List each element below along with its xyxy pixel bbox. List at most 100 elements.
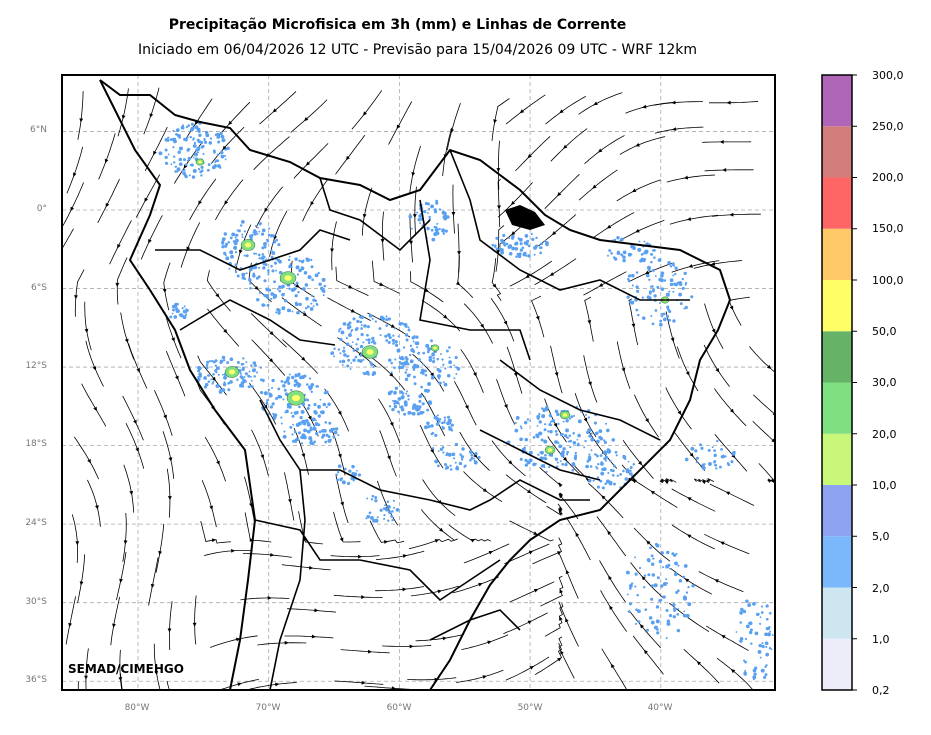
- rain-speck: [214, 369, 218, 373]
- rain-speck: [367, 338, 371, 342]
- rain-speck: [628, 602, 633, 606]
- rain-speck: [708, 461, 712, 466]
- streamline: [530, 295, 545, 338]
- streamline-arrow: [238, 249, 243, 255]
- country-border: [254, 519, 360, 561]
- streamline: [550, 128, 588, 162]
- rain-peak: [228, 369, 236, 375]
- streamline: [410, 585, 459, 597]
- rain-speck: [386, 500, 390, 504]
- rain-speck: [554, 440, 558, 444]
- rain-speck: [391, 518, 394, 522]
- rain-speck: [282, 434, 287, 439]
- rain-speck: [229, 357, 234, 362]
- rain-speck: [347, 358, 351, 362]
- streamline: [281, 564, 331, 571]
- rain-speck: [248, 267, 253, 272]
- rain-speck: [310, 382, 315, 387]
- rain-speck: [387, 333, 391, 337]
- streamline: [87, 479, 101, 527]
- rain-speck: [299, 416, 303, 420]
- rain-speck: [619, 472, 623, 476]
- rain-speck: [401, 397, 404, 400]
- rain-speck: [434, 228, 439, 233]
- rain-speck: [574, 458, 577, 461]
- rain-speck: [197, 375, 200, 379]
- rain-speck: [348, 469, 352, 473]
- rain-speck: [311, 278, 314, 282]
- rain-speck: [374, 320, 378, 323]
- rain-speck: [350, 362, 353, 364]
- rain-speck: [657, 258, 662, 263]
- rain-speck: [611, 438, 616, 442]
- streamline-arrow: [684, 578, 690, 583]
- rain-speck: [613, 482, 616, 486]
- streamline: [600, 590, 628, 632]
- rain-speck: [300, 442, 304, 445]
- streamline-arrow: [493, 119, 497, 124]
- rain-speck: [296, 410, 299, 414]
- rain-speck: [288, 264, 292, 267]
- rain-speck: [169, 138, 173, 141]
- rain-speck: [720, 455, 724, 459]
- country-border: [269, 469, 306, 690]
- rain-speck: [576, 443, 580, 447]
- country-border: [155, 229, 351, 271]
- rain-speck: [410, 412, 413, 415]
- streamline-arrow: [650, 490, 656, 495]
- rain-speck: [355, 343, 358, 346]
- rain-speck: [715, 467, 718, 470]
- streamline: [109, 220, 132, 265]
- streamline: [491, 258, 502, 302]
- rain-speck: [300, 435, 305, 440]
- rain-speck: [352, 349, 356, 352]
- rain-speck: [304, 283, 309, 287]
- streamline-arrow: [350, 308, 356, 313]
- rain-speck: [620, 237, 624, 242]
- streamline-arrow: [563, 144, 568, 149]
- rain-speck: [242, 357, 245, 360]
- rain-speck: [453, 364, 456, 367]
- streamline-arrow: [133, 419, 137, 425]
- rain-speck: [280, 416, 283, 419]
- lat-label-18s: 18°S: [25, 439, 47, 449]
- rain-speck: [281, 284, 285, 289]
- rain-speck: [176, 302, 179, 306]
- rain-speck: [549, 429, 553, 434]
- rain-speck: [310, 302, 313, 305]
- streamline-arrow: [144, 197, 149, 203]
- rain-speck: [239, 224, 243, 227]
- rain-speck: [229, 380, 233, 384]
- rain-speck: [295, 302, 299, 307]
- rain-speck: [216, 132, 220, 136]
- streamline-arrow: [115, 282, 120, 288]
- rain-speck: [280, 380, 284, 383]
- streamline: [335, 134, 366, 175]
- streamline-arrow: [121, 115, 126, 120]
- rain-speck: [540, 438, 544, 442]
- rain-speck: [625, 468, 630, 472]
- rain-speck: [768, 647, 772, 650]
- rain-speck: [181, 169, 184, 172]
- rain-speck: [663, 279, 667, 282]
- streamline-arrow: [358, 554, 363, 559]
- streamline: [206, 270, 231, 312]
- rain-speck: [603, 440, 608, 445]
- streamline-arrow: [269, 358, 274, 363]
- rain-speck: [183, 137, 187, 142]
- rain-speck: [305, 296, 309, 301]
- rain-speck: [265, 402, 269, 406]
- rain-speck: [197, 369, 201, 373]
- streamline: [505, 474, 547, 504]
- rain-speck: [666, 619, 671, 623]
- rain-speck: [424, 369, 427, 373]
- rain-speck: [214, 364, 217, 367]
- rain-speck: [609, 468, 613, 472]
- streamline-arrow: [609, 605, 614, 610]
- rain-speck: [244, 380, 248, 383]
- streamline: [409, 213, 413, 263]
- streamline: [565, 517, 591, 561]
- streamline: [628, 610, 661, 649]
- rain-speck: [511, 246, 516, 251]
- rain-speck: [374, 519, 378, 523]
